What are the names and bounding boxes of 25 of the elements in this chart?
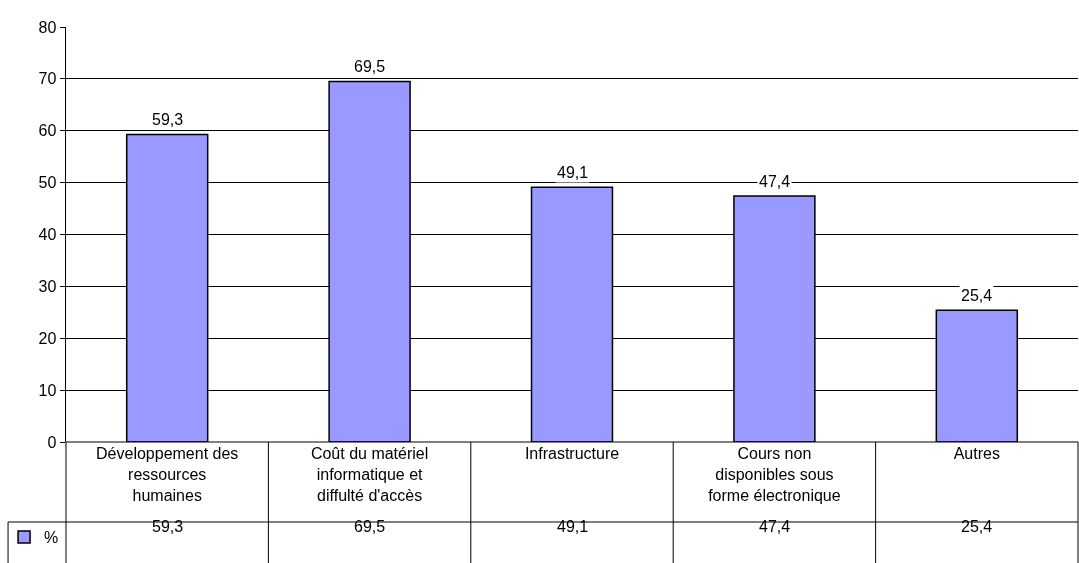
y-tick-label: 10	[38, 381, 57, 399]
y-tick-label: 0	[47, 433, 57, 451]
y-tick-label: 40	[38, 226, 57, 244]
x-tick-label: Développement des ressources humaines	[96, 445, 239, 504]
data-label: 49,1	[557, 518, 589, 535]
y-tick-label: 80	[38, 18, 57, 36]
x-tick-label: Cours non disponibles sous forme électronique	[708, 445, 841, 504]
y-tick-label: 50	[38, 174, 57, 192]
data-label: 25,4	[961, 518, 993, 535]
text: 69,5	[354, 58, 386, 75]
data-label: 47,4	[759, 518, 791, 535]
x-tick-label: Coût du matériel informatique et diffulté d'accès	[310, 445, 429, 504]
data-label: 59,3	[152, 518, 184, 535]
y-tick-label: 30	[38, 277, 57, 295]
text: 49,1	[557, 164, 589, 181]
text: 59,3	[152, 111, 184, 128]
data-label: 69,5	[354, 518, 386, 535]
x-tick-label: Autres	[953, 445, 1000, 462]
text: 25,4	[961, 287, 993, 304]
y-tick-label: 60	[38, 122, 57, 140]
y-tick-label: 20	[38, 329, 57, 347]
y-tick-label: 70	[38, 70, 57, 88]
legend-label: %	[44, 529, 59, 547]
text: 47,4	[759, 173, 791, 190]
x-tick-label: Infrastructure	[524, 445, 620, 462]
